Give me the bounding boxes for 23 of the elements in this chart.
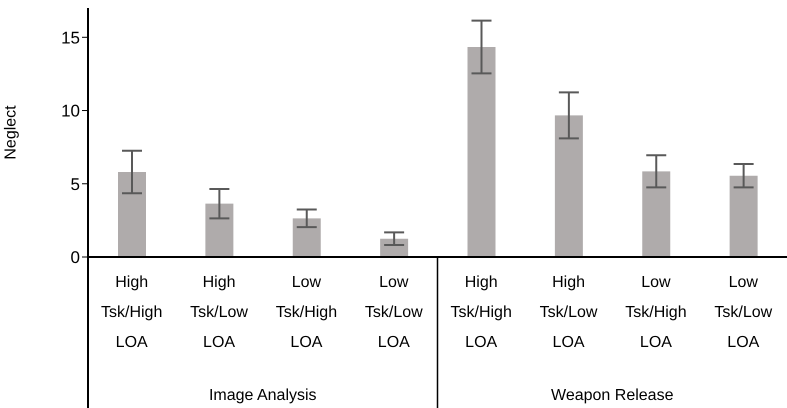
bar: [468, 46, 496, 257]
y-tick-label: 5: [70, 174, 80, 194]
x-tick-label: High Tsk/Low LOA: [190, 274, 248, 351]
bar: [292, 218, 321, 257]
text: Weapon Release: [551, 387, 674, 404]
x-tick-label: Low Tsk/High LOA: [276, 274, 338, 351]
x-tick-label: High Tsk/High LOA: [101, 274, 162, 351]
bar: [205, 204, 234, 257]
y-tick-label: 10: [61, 102, 80, 121]
bar: [642, 171, 670, 257]
x-tick-label: High Tsk/Low LOA: [540, 274, 598, 351]
x-tick-label: Low Tsk/Low LOA: [364, 274, 424, 351]
bar: [118, 172, 146, 257]
x-tick-label: High Tsk/High LOA: [450, 274, 512, 351]
bar: [380, 238, 408, 257]
x-tick-label: Low Tsk/Low LOA: [714, 274, 773, 351]
y-tick-label: 0: [70, 248, 80, 268]
y-tick-label: 15: [61, 28, 80, 48]
y-axis-title: Neglect: [2, 104, 20, 160]
bar: [730, 176, 758, 257]
text: Image Analysis: [208, 387, 317, 404]
bar: [554, 115, 583, 257]
x-tick-label: Low Tsk/High LOA: [625, 274, 687, 351]
